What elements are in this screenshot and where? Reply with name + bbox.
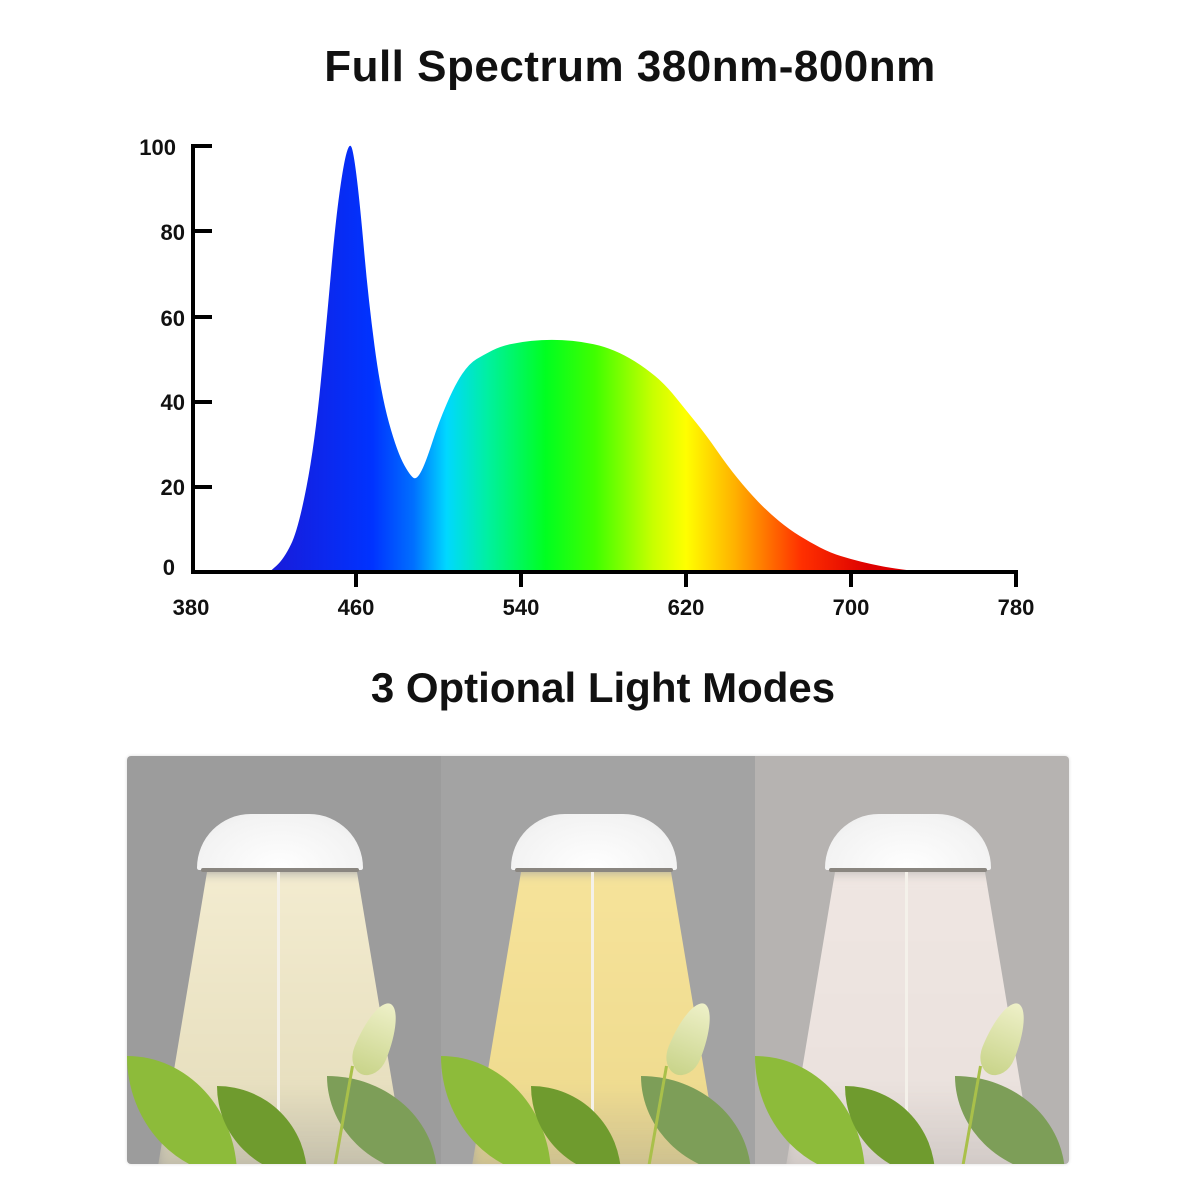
- y-tick-60: 60: [161, 306, 185, 331]
- lamp-rim: [829, 868, 987, 872]
- light-mode-panel-1: [127, 756, 441, 1164]
- y-tick-80: 80: [161, 220, 185, 245]
- y-tick-labels: 0 20 40 60 80 100: [139, 135, 185, 580]
- lamp-pole: [277, 872, 280, 1164]
- x-tick-700: 700: [833, 595, 870, 620]
- lamp-rim: [201, 868, 359, 872]
- lamp-head-icon: [511, 814, 677, 870]
- x-tick-labels: 380 460 540 620 700 780: [173, 595, 1035, 620]
- y-tick-100: 100: [139, 135, 176, 160]
- lamp-head-icon: [197, 814, 363, 870]
- x-tick-620: 620: [668, 595, 705, 620]
- light-modes-photo: [127, 756, 1069, 1164]
- x-tick-460: 460: [338, 595, 375, 620]
- y-tick-20: 20: [161, 475, 185, 500]
- x-axis: [191, 570, 1018, 587]
- lamp-pole: [591, 872, 594, 1164]
- y-tick-40: 40: [161, 390, 185, 415]
- spectrum-chart: 0 20 40 60 80 100 380 460 540 620 700 78…: [139, 135, 1035, 620]
- y-axis: [191, 144, 212, 574]
- lamp-head-icon: [825, 814, 991, 870]
- x-tick-380: 380: [173, 595, 210, 620]
- lamp-pole: [905, 872, 908, 1164]
- light-mode-panel-2: [441, 756, 755, 1164]
- x-tick-540: 540: [503, 595, 540, 620]
- lamp-rim: [515, 868, 673, 872]
- x-tick-780: 780: [998, 595, 1035, 620]
- light-modes-title: 3 Optional Light Modes: [370, 664, 836, 711]
- y-tick-0: 0: [163, 555, 175, 580]
- spectrum-area: [269, 145, 928, 572]
- chart-title: Full Spectrum 380nm-800nm: [324, 42, 936, 91]
- light-mode-panel-3: [755, 756, 1069, 1164]
